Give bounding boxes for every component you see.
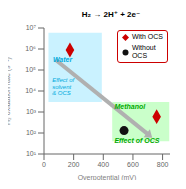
svg-text:Overpotential (mV): Overpotential (mV) [78,174,137,180]
svg-text:800: 800 [157,161,169,168]
svg-text:10³: 10³ [26,108,37,115]
html-text:H₂ → 2H⁺ + 2e⁻: H₂ → 2H⁺ + 2e⁻ [81,10,141,19]
svg-text:600: 600 [127,161,139,168]
svg-text:10⁵: 10⁵ [25,66,36,73]
svg-text:10⁴: 10⁴ [25,87,36,94]
svg-text:Effect of OCS: Effect of OCS [114,137,159,144]
svg-text:0: 0 [42,161,46,168]
svg-text:Water: Water [53,56,74,63]
svg-text:400: 400 [97,161,109,168]
svg-text:10¹: 10¹ [26,150,37,157]
svg-text:10²: 10² [26,129,37,136]
svg-text:Methanol: Methanol [114,103,146,110]
html-text:Without OCS: Without OCS [131,44,156,59]
svg-text:Effect ofsolvent& OCS: Effect ofsolvent& OCS [52,77,75,96]
svg-text:H₂ oxidation rate (s⁻¹): H₂ oxidation rate (s⁻¹) [8,57,12,125]
svg-text:10⁷: 10⁷ [26,24,37,31]
html-text:With OCS: With OCS [131,33,163,40]
svg-text:200: 200 [68,161,80,168]
svg-text:10⁶: 10⁶ [25,45,36,52]
